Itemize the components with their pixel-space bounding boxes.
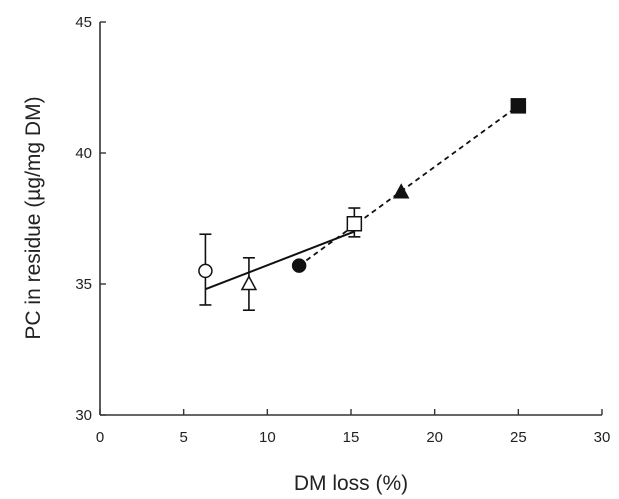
filled-square-marker (510, 98, 527, 114)
x-tick-label: 0 (96, 429, 104, 446)
ticks: 0 5 10 15 20 25 30 30 35 40 45 (75, 14, 610, 446)
x-tick-label: 25 (510, 429, 527, 446)
dashed-fit-line (298, 105, 519, 267)
filled-triangle-marker (392, 183, 410, 199)
solid-fit-line (205, 230, 355, 291)
filled-circle-marker (291, 258, 307, 273)
x-tick-label: 30 (594, 429, 611, 446)
open-square-marker (346, 215, 363, 232)
y-tick-label: 30 (75, 407, 92, 424)
open-circle-marker (198, 263, 213, 279)
y-tick-label: 40 (75, 145, 92, 162)
x-tick-label: 20 (426, 429, 443, 446)
fit-lines (205, 105, 519, 291)
open-triangle-marker (240, 274, 258, 291)
x-tick-label: 15 (343, 429, 360, 446)
y-tick-label: 35 (75, 276, 92, 293)
data-markers (198, 98, 527, 291)
x-axis-title: DM loss (%) (294, 472, 408, 495)
y-axis-title: PC in residue (µg/mg DM) (22, 96, 45, 339)
x-tick-label: 10 (259, 429, 276, 446)
error-bars (199, 207, 361, 312)
x-tick-label: 5 (179, 429, 187, 446)
y-tick-label: 45 (75, 14, 92, 31)
